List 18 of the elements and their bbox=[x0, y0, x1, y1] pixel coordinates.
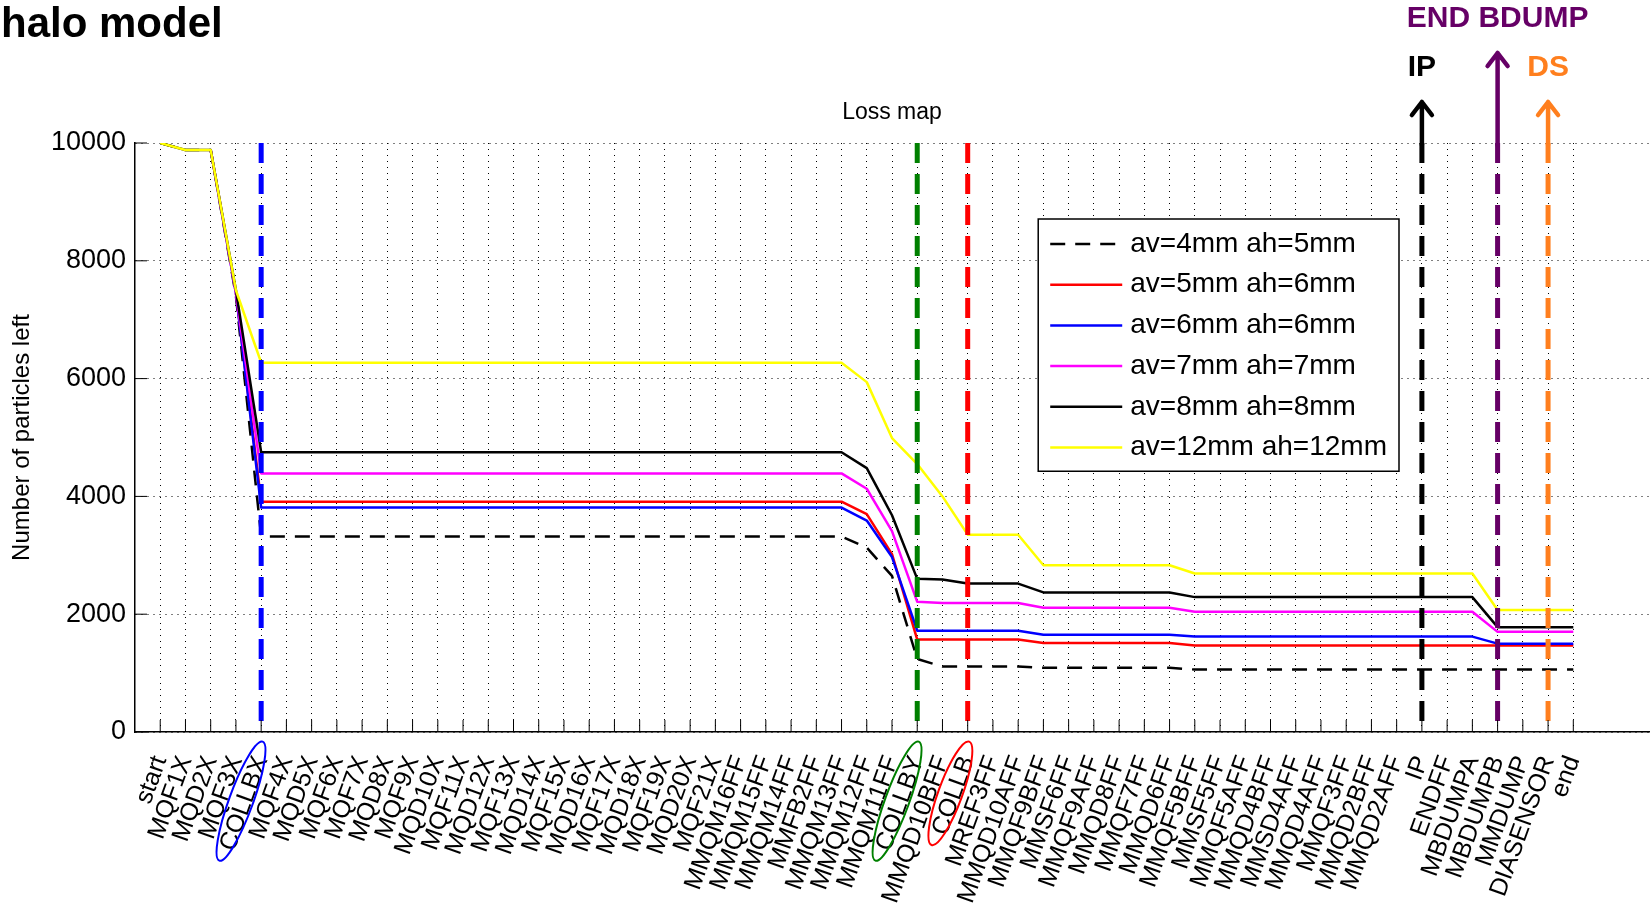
chart-title: halo model bbox=[1, 0, 223, 46]
legend-label: av=5mm ah=6mm bbox=[1130, 267, 1356, 299]
legend-label: av=4mm ah=5mm bbox=[1130, 226, 1356, 258]
y-tick-label: 2000 bbox=[65, 597, 126, 628]
chart-subtitle: Loss map bbox=[842, 98, 942, 125]
y-tick-label: 4000 bbox=[65, 479, 126, 510]
y-tick-label: 8000 bbox=[65, 244, 126, 275]
y-tick-label: 10000 bbox=[50, 126, 126, 157]
legend-label: av=7mm ah=7mm bbox=[1130, 348, 1356, 380]
y-tick-label: 6000 bbox=[65, 362, 126, 393]
legend-label: av=8mm ah=8mm bbox=[1130, 389, 1356, 421]
ref-line-label: IP bbox=[1407, 49, 1437, 83]
ref-line-label: END BDUMP bbox=[1406, 0, 1589, 34]
legend-label: av=6mm ah=6mm bbox=[1130, 308, 1356, 340]
y-axis-title: Number of particles left bbox=[7, 313, 35, 561]
ref-line-label: DS bbox=[1527, 49, 1569, 83]
legend-label: av=12mm ah=12mm bbox=[1130, 430, 1388, 462]
y-tick-label: 0 bbox=[110, 715, 126, 746]
